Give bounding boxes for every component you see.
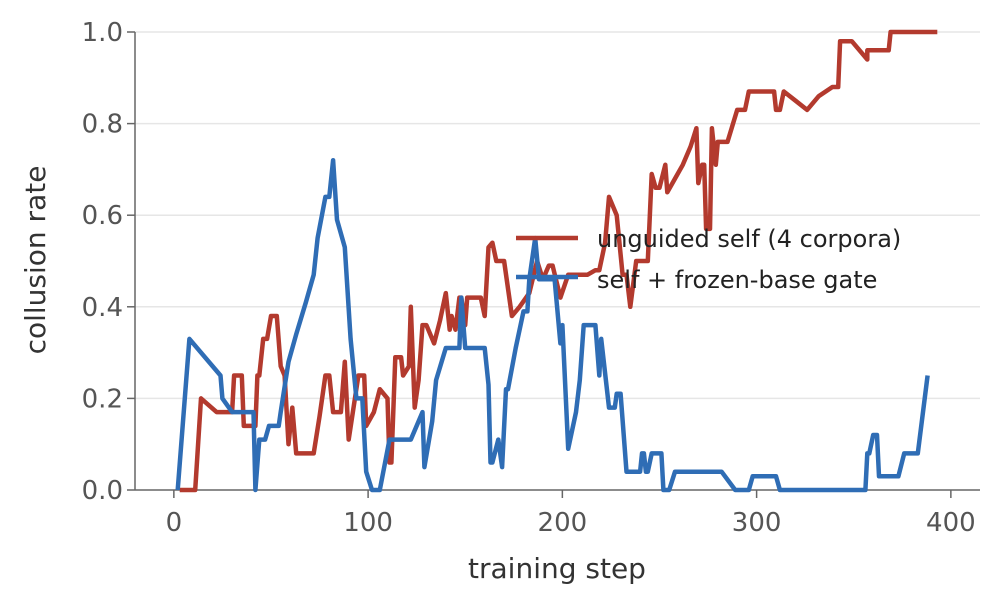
legend-label-unguided: unguided self (4 corpora) (597, 225, 901, 253)
x-tick-label: 0 (166, 508, 183, 538)
axes (134, 32, 980, 491)
series-lines (175, 29, 938, 493)
x-tick-label: 300 (732, 508, 782, 538)
legend-label-gated: self + frozen-base gate (597, 266, 877, 294)
series-line-0 (179, 29, 938, 493)
tick-marks: 0.0 0.2 0.4 0.6 0.8 1.0 0 100 200 300 400 (82, 18, 976, 538)
y-tick-label: 1.0 (82, 18, 123, 48)
y-tick-label: 0.6 (82, 201, 123, 231)
y-tick-label: 0.4 (82, 293, 123, 323)
x-tick-label: 100 (343, 508, 393, 538)
x-axis-label: training step (468, 552, 646, 585)
x-tick-label: 200 (538, 508, 588, 538)
legend: unguided self (4 corpora) self + frozen-… (516, 225, 901, 294)
y-axis-label: collusion rate (19, 166, 52, 355)
y-tick-label: 0.2 (82, 384, 123, 414)
y-tick-label: 0.0 (82, 476, 123, 506)
series-line-1 (175, 157, 930, 493)
y-tick-label: 0.8 (82, 110, 123, 140)
x-tick-label: 400 (926, 508, 976, 538)
grid-lines (135, 31, 980, 400)
